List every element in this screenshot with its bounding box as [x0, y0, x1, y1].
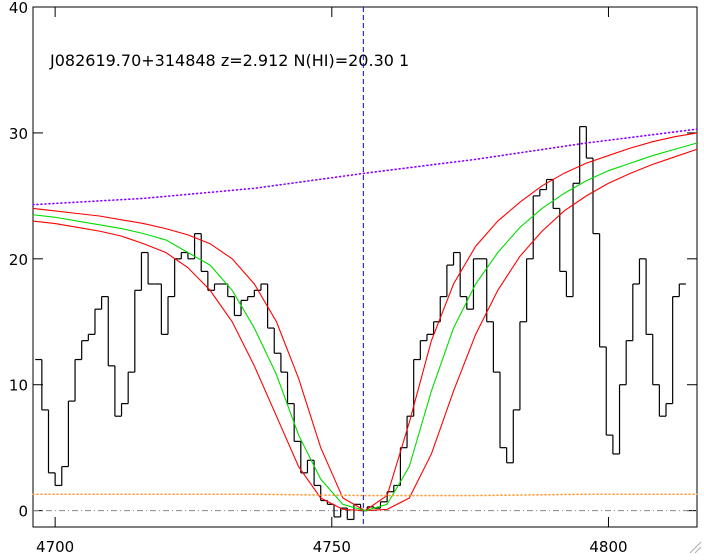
model-line: [32, 148, 698, 512]
y-tick-label: 10: [9, 377, 28, 395]
x-tick-label: 4700: [36, 538, 74, 556]
x-tick-label: 4750: [313, 538, 351, 556]
chart-title: J082619.70+314848 z=2.912 N(HI)=20.30 1: [49, 51, 409, 70]
y-tick-label: 20: [9, 251, 28, 269]
dotted-line: [32, 493, 698, 497]
y-tick-label: 0: [18, 503, 28, 521]
y-tick-label: 30: [9, 125, 28, 143]
x-tick-label: 4800: [589, 538, 627, 556]
plot-frame: [32, 6, 698, 528]
y-tick-label: 40: [9, 0, 28, 17]
dotted-line: [32, 128, 698, 206]
resize-grip: [689, 541, 702, 554]
model-line: [32, 142, 698, 512]
